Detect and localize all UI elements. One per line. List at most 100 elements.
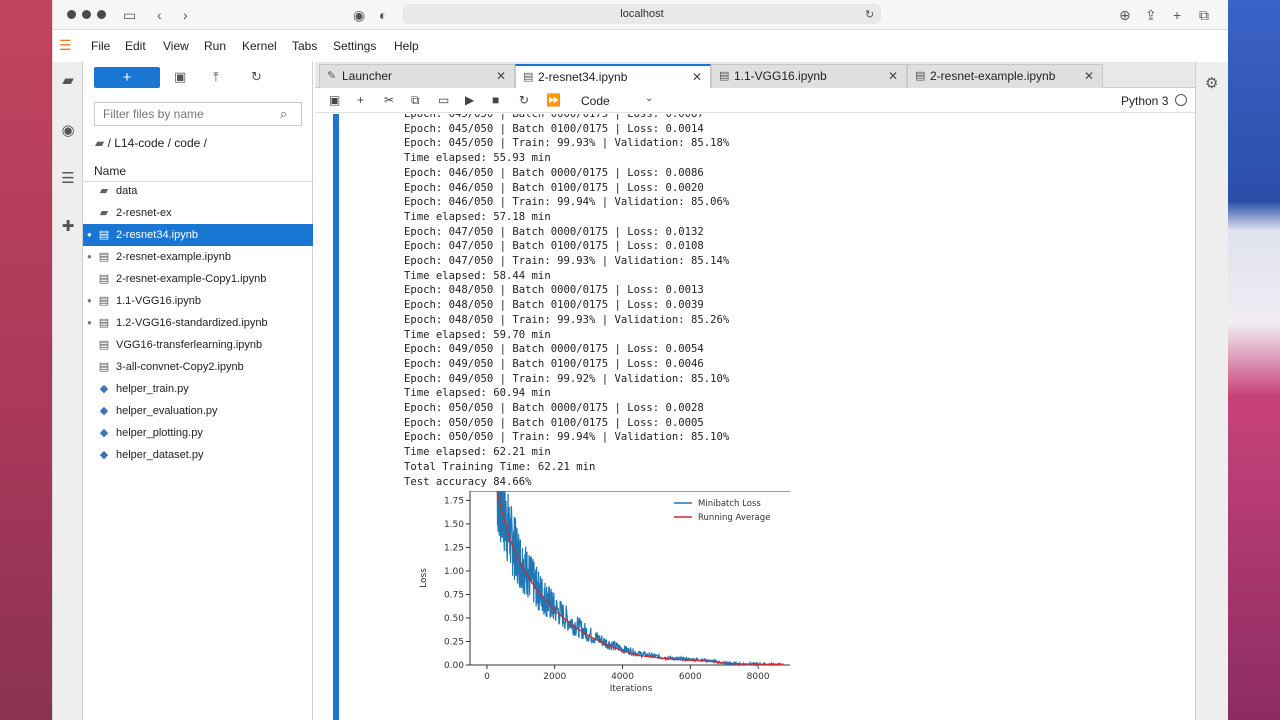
menu-kernel[interactable]: Kernel [242,39,277,53]
menu-help[interactable]: Help [394,39,419,53]
tab-1-1-vgg16[interactable]: ▤ 1.1-VGG16.ipynb ✕ [711,64,907,88]
output-line: Epoch: 045/050 | Train: 99.93% | Validat… [404,137,730,150]
search-icon: ⌕ [280,106,288,121]
file-row[interactable]: ▤ 2-resnet-example-Copy1.ipynb [83,268,313,290]
menu-view[interactable]: View [163,39,189,53]
filter-files-input[interactable] [94,102,302,126]
tab-2-resnet-example[interactable]: ▤ 2-resnet-example.ipynb ✕ [907,64,1103,88]
file-row[interactable]: ◆ helper_train.py [83,378,313,400]
download-icon[interactable]: ⊕ [1119,7,1131,23]
refresh-icon[interactable]: ↻ [251,69,262,84]
cell-output: Epoch: 045/050 | Batch 0000/0175 | Loss:… [404,114,904,489]
share-icon[interactable]: ⇪ [1145,7,1157,23]
restart-icon[interactable]: ↻ [519,93,530,107]
file-row[interactable]: ◆ helper_dataset.py [83,444,313,466]
name-column-header[interactable]: Name [83,158,313,182]
file-row[interactable]: ● ▤ 1.1-VGG16.ipynb [83,290,313,312]
output-line: Epoch: 049/050 | Train: 99.92% | Validat… [404,372,730,385]
notebook-icon: ▤ [98,229,110,241]
close-icon[interactable]: ✕ [495,69,506,83]
breadcrumb[interactable]: ▰ / L14-code / code / [95,136,207,150]
python-file-icon: ◆ [99,405,109,417]
copy-icon[interactable]: ⧉ [411,93,420,107]
extension-icon[interactable]: ✚ [61,218,75,235]
output-line: Time elapsed: 60.94 min [404,387,551,400]
kernel-name[interactable]: Python 3 [1121,94,1169,108]
menu-run[interactable]: Run [204,39,227,53]
tab-launcher[interactable]: ✎ Launcher ✕ [319,64,515,88]
running-icon[interactable]: ◉ [61,122,75,139]
notebook-icon: ▤ [523,71,534,83]
chevron-right-icon[interactable]: › [183,7,188,23]
output-line: Epoch: 045/050 | Batch 0100/0175 | Loss:… [404,122,704,135]
y-tick-label: 1.25 [444,543,464,553]
run-icon[interactable]: ▶ [465,93,475,107]
upload-icon[interactable]: ⤒ [213,69,219,84]
file-row[interactable]: ▰ 2-resnet-ex [83,202,313,224]
reload-icon[interactable]: ↻ [865,9,875,21]
notebook-icon: ▤ [98,295,110,307]
new-tab-icon[interactable]: + [1173,7,1182,23]
file-name: helper_dataset.py [116,449,204,461]
list-icon[interactable]: ☰ [61,170,75,187]
menu-settings[interactable]: Settings [333,39,377,53]
folder-icon[interactable]: ▰ [62,72,74,89]
menu-file[interactable]: File [91,39,111,53]
file-row[interactable]: ● ▤ 1.2-VGG16-standardized.ipynb [83,312,313,334]
menu-tabs[interactable]: Tabs [292,39,318,53]
privacy-icon[interactable]: ◉ [353,7,366,23]
tab-overview-icon[interactable]: ⧉ [1199,7,1209,23]
output-line: Total Training Time: 62.21 min [404,460,596,473]
paste-icon[interactable]: ▭ [438,93,450,107]
file-row[interactable]: ● ▤ 2-resnet-example.ipynb [83,246,313,268]
fast-forward-icon[interactable]: ⏩ [546,93,561,107]
output-line: Time elapsed: 58.44 min [404,269,551,282]
chevron-down-icon[interactable]: ⌄ [645,93,654,104]
file-row[interactable]: ◆ helper_evaluation.py [83,400,313,422]
close-window-icon[interactable] [67,10,76,19]
tab-bar: ✎ Launcher ✕ ▤ 2-resnet34.ipynb ✕ ▤ 1.1-… [315,62,1195,88]
notebook-toolbar: ▣ + ✂ ⧉ ▭ ▶ ■ ↻ ⏩ Code ⌄ Python 3 [315,89,1195,113]
output-line: Epoch: 049/050 | Batch 0000/0175 | Loss:… [404,343,704,356]
close-icon[interactable]: ✕ [691,70,702,84]
file-row-selected[interactable]: ● ▤ 2-resnet34.ipynb [83,224,313,246]
property-inspector-icon[interactable]: ⚙ [1205,75,1219,92]
running-indicator-icon: ● [87,252,92,261]
breadcrumb-path[interactable]: / L14-code / code / [107,136,207,150]
sidebar-toggle-icon[interactable]: ▭ [123,7,137,23]
shield-icon[interactable]: ◐ [379,7,388,23]
add-cell-icon[interactable]: + [357,93,365,107]
y-tick-label: 1.75 [444,496,464,506]
cut-icon[interactable]: ✂ [384,93,395,107]
output-line: Epoch: 050/050 | Batch 0100/0175 | Loss:… [404,416,704,429]
tab-2-resnet34[interactable]: ▤ 2-resnet34.ipynb ✕ [515,64,711,88]
active-cell-indicator[interactable] [333,114,339,720]
output-line: Epoch: 046/050 | Batch 0000/0175 | Loss:… [404,166,704,179]
minimize-window-icon[interactable] [82,10,91,19]
new-launcher-button[interactable]: + [94,67,160,88]
stop-icon[interactable]: ■ [492,93,500,107]
zoom-window-icon[interactable] [97,10,106,19]
desktop-background [1228,0,1280,720]
close-icon[interactable]: ✕ [887,69,898,83]
y-tick-label: 0.75 [444,590,464,600]
output-line: Epoch: 045/050 | Batch 0000/0175 | Loss:… [404,114,704,120]
file-name: 2-resnet-example-Copy1.ipynb [116,273,267,285]
file-row[interactable]: ◆ helper_plotting.py [83,422,313,444]
address-bar[interactable]: localhost [403,4,881,24]
file-name: helper_evaluation.py [116,405,218,417]
file-row[interactable]: ▰ data [83,180,313,202]
y-tick-label: 1.50 [444,520,464,530]
close-icon[interactable]: ✕ [1083,69,1094,83]
chevron-left-icon[interactable]: ‹ [157,7,162,23]
save-icon[interactable]: ▣ [329,93,341,107]
cell-type-select[interactable]: Code [581,94,610,108]
file-browser: + ▣ ⤒ ↻ ⌕ ▰ / L14-code / code / Name ▰ d… [83,62,313,720]
legend-minibatch-label: Minibatch Loss [698,499,761,509]
menu-edit[interactable]: Edit [125,39,146,53]
python-file-icon: ◆ [99,383,109,395]
notebook-icon: ▤ [915,70,926,82]
new-folder-icon[interactable]: ▣ [174,69,187,84]
file-row[interactable]: ▤ 3-all-convnet-Copy2.ipynb [83,356,313,378]
file-row[interactable]: ▤ VGG16-transferlearning.ipynb [83,334,313,356]
